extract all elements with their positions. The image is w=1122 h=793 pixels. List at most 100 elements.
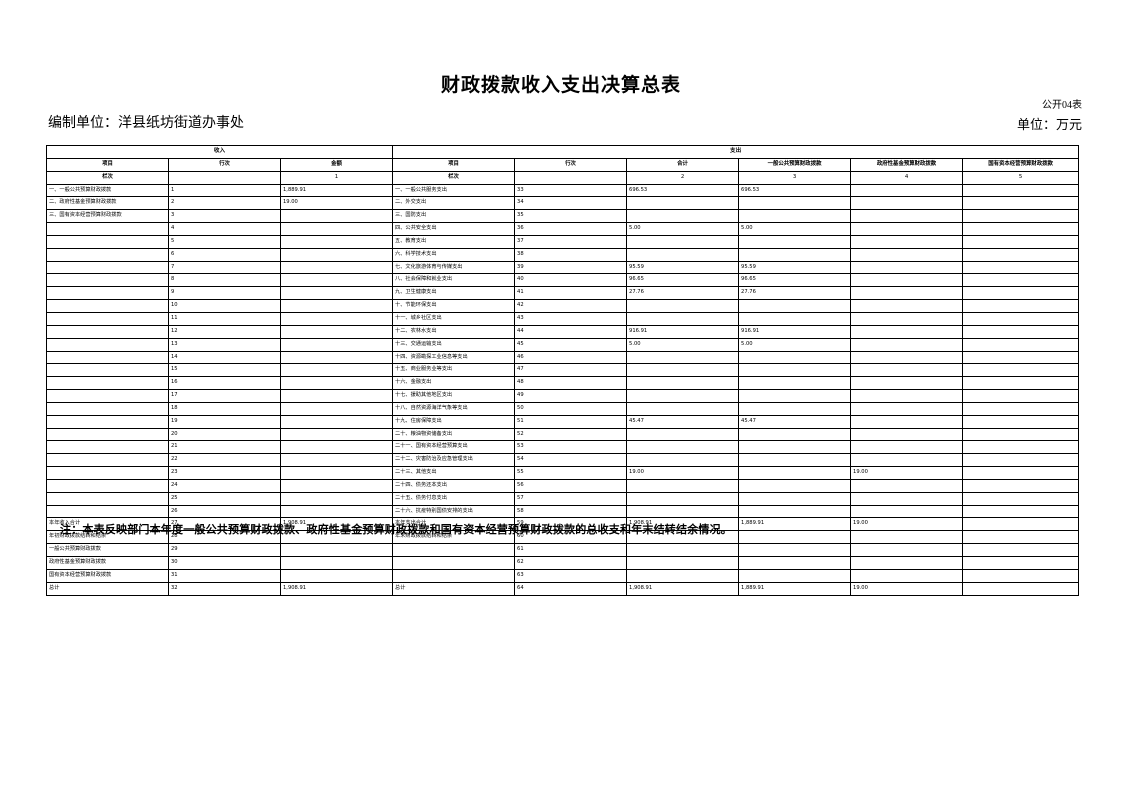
group-header-income: 收入 [45,145,394,159]
income-line: 8 [168,273,281,288]
income-line: 23 [168,466,281,480]
expense-state-capital [962,530,1080,545]
income-item: 一般公共预算财政拨款 [46,543,169,557]
table-row: 23 二十三、其他支出 55 19.00 19.00 [46,466,1080,480]
expense-gov-fund: 19.00 [850,466,964,480]
expense-general-public [738,491,852,506]
expense-general-public [738,440,852,455]
income-item [46,324,169,339]
expense-line: 46 [514,350,628,365]
expense-gov-fund [850,273,964,288]
income-line: 9 [168,286,281,301]
expense-item: 总计 [392,581,516,596]
expense-item: 十、节能环保支出 [392,299,516,313]
expense-general-public [738,401,852,416]
income-line: 1 [168,183,281,198]
expense-general-public: 696.53 [738,183,852,198]
income-amount [279,234,394,249]
expense-total [626,568,740,583]
expense-line: 44 [514,324,628,339]
income-line: 5 [168,234,281,249]
expense-general-public: 5.00 [738,337,852,352]
table-row: 8 八、社会保障和就业支出 40 96.65 96.65 [46,273,1080,288]
lanci-label-expense: 栏次 [392,170,516,185]
income-item: 政府性基金预算财政拨款 [46,556,169,570]
expense-total: 45.47 [626,414,740,429]
income-item [46,260,169,275]
expense-total [626,196,740,211]
table-row: 总计 32 1,908.91 总计 64 1,908.91 1,889.91 19.00 [46,581,1080,596]
footnote: 注：本表反映部门本年度一般公共预算财政拨款、政府性基金预算财政拨款和国有资本经营… [60,523,732,536]
expense-general-public: 95.59 [738,260,852,275]
expense-total [626,427,740,442]
income-line: 26 [168,504,281,519]
income-amount [279,440,394,455]
table-row: 17 十七、援助其他地区支出 49 [46,389,1080,403]
expense-line: 47 [514,363,628,378]
income-item [46,311,169,326]
income-amount [279,350,394,365]
income-amount [279,543,394,557]
expense-total [626,504,740,519]
expense-gov-fund [850,568,964,583]
expense-gov-fund [850,286,964,301]
expense-general-public [738,299,852,313]
expense-state-capital [962,581,1080,596]
income-line: 6 [168,247,281,262]
expense-line: 39 [514,260,628,275]
expense-line: 36 [514,222,628,236]
table-row: 政府性基金预算财政拨款 30 62 [46,556,1080,570]
expense-item: 十四、资源勘探工业信息等支出 [392,350,516,365]
expense-total: 1,908.91 [626,581,740,596]
expense-total [626,299,740,313]
expense-total [626,556,740,570]
expense-line: 43 [514,311,628,326]
expense-gov-fund [850,324,964,339]
expense-gov-fund [850,504,964,519]
income-line: 14 [168,350,281,365]
expense-line: 63 [514,568,628,583]
expense-general-public [738,389,852,403]
expense-gov-fund: 19.00 [850,581,964,596]
unit-label: 单位：万元 [1016,117,1082,132]
col-header-general-public: 一般公共预算财政拨款 [738,157,852,172]
expense-total: 5.00 [626,222,740,236]
table-row: 一般公共预算财政拨款 29 61 [46,543,1080,557]
expense-state-capital [962,568,1080,583]
expense-general-public: 1,889.91 [738,581,852,596]
expense-item: 二十四、债务还本支出 [392,478,516,493]
expense-line: 54 [514,453,628,468]
table-body: 一、一般公共预算财政拨款 1 1,889.91 一、一般公共服务支出 33 696.53 6… [46,183,1080,596]
income-line: 29 [168,543,281,557]
expense-state-capital [962,222,1080,236]
income-line: 19 [168,414,281,429]
income-amount [279,376,394,391]
page-title: 财政拨款收入支出决算总表 [440,74,681,96]
expense-total [626,311,740,326]
expense-gov-fund [850,478,964,493]
expense-general-public [738,504,852,519]
income-item [46,337,169,352]
col-header-expense-item: 项目 [392,157,516,172]
income-amount [279,401,394,416]
table-row: 15 十五、商业服务业等支出 47 [46,363,1080,378]
income-line: 22 [168,453,281,468]
org-label: 编制单位：洋县纸坊街道办事处 [48,116,244,131]
income-item [46,247,169,262]
table-row: 7 七、文化旅游体育与传媒支出 39 95.59 95.59 [46,260,1080,275]
income-item [46,389,169,403]
expense-general-public: 5.00 [738,222,852,236]
expense-total [626,491,740,506]
expense-gov-fund [850,311,964,326]
expense-line: 50 [514,401,628,416]
income-line: 30 [168,556,281,570]
expense-item: 十三、交通运输支出 [392,337,516,352]
expense-item: 十五、商业服务业等支出 [392,363,516,378]
expense-general-public: 916.91 [738,324,852,339]
expense-general-public [738,466,852,480]
expense-line: 57 [514,491,628,506]
income-line: 21 [168,440,281,455]
income-item [46,350,169,365]
col-header-income-amount: 金额 [279,157,394,172]
expense-line: 61 [514,543,628,557]
